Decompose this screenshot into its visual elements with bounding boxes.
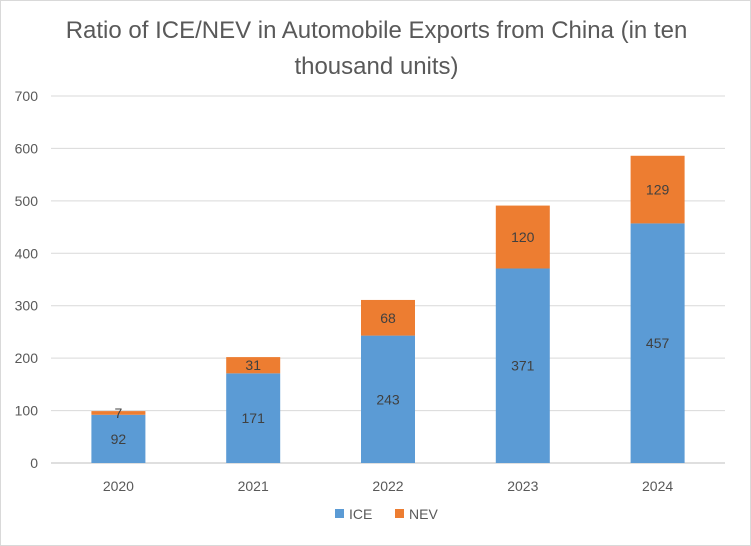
y-tick-label-100: 100	[15, 403, 39, 419]
x-tick-label-2023: 2023	[507, 478, 538, 494]
data-label-ice-2020: 92	[111, 431, 127, 447]
data-label-ice-2023: 371	[511, 358, 535, 374]
bar-ice-2020	[91, 414, 146, 463]
bar-ice-2024	[630, 223, 685, 463]
chart-title: Ratio of ICE/NEV in Automobile Exports f…	[65, 17, 688, 80]
y-tick-label-600: 600	[15, 140, 39, 156]
data-label-ice-2024: 457	[646, 335, 670, 351]
data-label-nev-2021: 31	[245, 357, 261, 373]
bar-nev-2020	[91, 411, 146, 415]
bar-nev-2023	[495, 205, 550, 269]
bar-nev-2021	[226, 357, 281, 374]
data-label-nev-2022: 68	[380, 310, 396, 326]
bar-nev-2024	[630, 155, 685, 224]
x-tick-label-2021: 2021	[238, 478, 269, 494]
y-tick-label-500: 500	[15, 193, 39, 209]
x-tick-label-2022: 2022	[372, 478, 403, 494]
legend-label-ice: ICE	[349, 506, 372, 522]
legend-swatch-nev	[395, 509, 404, 518]
legend-swatch-ice	[335, 509, 344, 518]
y-tick-label-400: 400	[15, 245, 39, 261]
y-tick-label-300: 300	[15, 298, 39, 314]
y-tick-label-200: 200	[15, 350, 39, 366]
bar-ice-2023	[495, 268, 550, 463]
bar-ice-2021	[226, 373, 281, 463]
y-tick-label-0: 0	[30, 455, 38, 471]
legend-label-nev: NEV	[409, 506, 438, 522]
y-tick-label-700: 700	[15, 88, 39, 104]
x-tick-label-2020: 2020	[103, 478, 134, 494]
data-label-nev-2020: 7	[115, 405, 123, 421]
data-label-ice-2022: 243	[376, 391, 400, 407]
data-label-nev-2023: 120	[511, 229, 535, 245]
bar-nev-2022	[361, 299, 415, 336]
bar-ice-2022	[361, 335, 415, 463]
data-label-ice-2021: 171	[242, 410, 266, 426]
x-tick-label-2024: 2024	[642, 478, 673, 494]
data-label-nev-2024: 129	[646, 182, 670, 198]
